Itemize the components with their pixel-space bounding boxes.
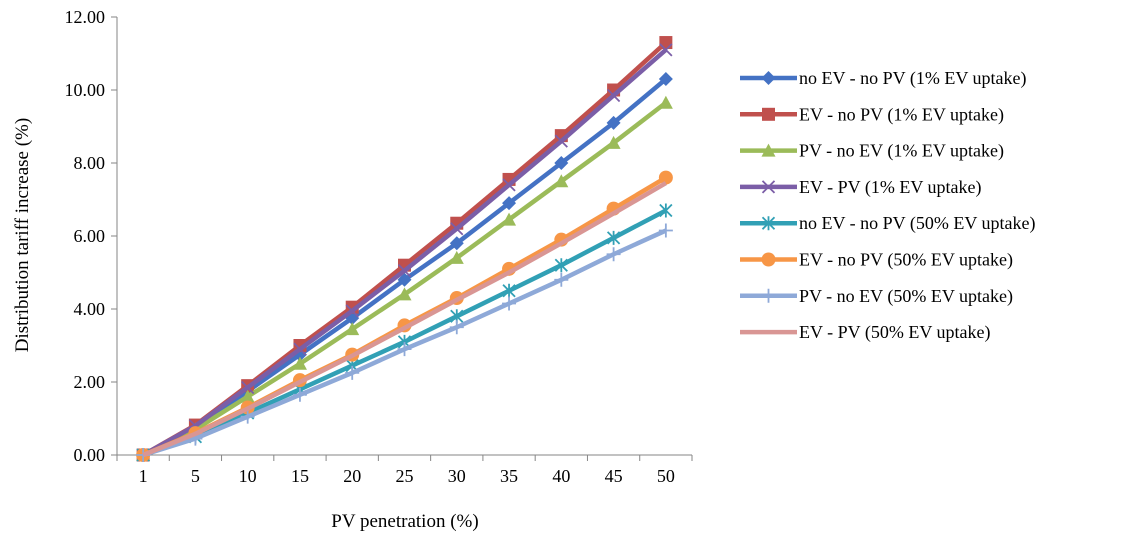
- x-tick-label: 40: [552, 466, 570, 486]
- data-point: [502, 212, 517, 226]
- legend-label: EV - no PV (1% EV uptake): [799, 104, 1004, 125]
- data-point: [658, 223, 673, 238]
- legend-item: PV - no EV (1% EV uptake): [740, 141, 1004, 162]
- data-point: [397, 264, 412, 278]
- data-point: [241, 380, 255, 395]
- y-tick-label: 6.00: [74, 226, 106, 246]
- data-point: [292, 356, 307, 370]
- x-axis-title: PV penetration (%): [331, 511, 478, 532]
- data-point: [658, 95, 673, 109]
- data-point: [606, 135, 621, 149]
- data-point: [658, 170, 673, 185]
- y-tick-label: 10.00: [65, 80, 106, 100]
- legend-swatch-marker: [761, 143, 776, 157]
- data-point: [659, 43, 673, 57]
- y-tick-label: 2.00: [74, 372, 106, 392]
- legend-swatch-marker: [761, 252, 776, 267]
- legend-item: no EV - no PV (50% EV uptake): [740, 213, 1035, 234]
- legend-swatch-marker: [761, 180, 776, 194]
- legend: no EV - no PV (1% EV uptake) EV - no PV (…: [740, 68, 1035, 343]
- x-tick-label: 50: [657, 466, 675, 486]
- x-tick-label: 35: [500, 466, 518, 486]
- legend-swatch-marker: [761, 71, 776, 85]
- data-point: [345, 304, 359, 318]
- data-point: [658, 72, 673, 87]
- data-point: [659, 203, 673, 218]
- x-tick-label: 30: [448, 466, 466, 486]
- plot-axes: [116, 17, 692, 456]
- legend-swatch-marker: [761, 288, 776, 303]
- data-point: [606, 115, 621, 130]
- data-point: [606, 247, 621, 262]
- data-point: [397, 272, 412, 287]
- data-point: [502, 178, 516, 192]
- legend-label: EV - PV (1% EV uptake): [799, 177, 981, 198]
- series-layer: [136, 36, 673, 462]
- data-point: [554, 258, 568, 273]
- data-point: [502, 296, 517, 311]
- legend-item: EV - no PV (50% EV uptake): [740, 250, 1013, 271]
- series-line: [142, 40, 668, 457]
- data-point: [345, 322, 360, 336]
- data-point: [450, 222, 464, 236]
- data-point: [449, 236, 464, 251]
- legend-swatch-marker: [762, 107, 775, 121]
- legend-item: EV - no PV (1% EV uptake): [740, 104, 1004, 125]
- x-axis-ticks: 1 5 10 15 20 25 30 35 40 45 50: [116, 455, 693, 486]
- data-point: [292, 387, 307, 402]
- x-tick-label: 10: [239, 466, 257, 486]
- data-point: [554, 174, 569, 188]
- x-tick-label: 15: [291, 466, 309, 486]
- data-point: [240, 389, 255, 403]
- data-point: [449, 250, 464, 264]
- data-point: [502, 283, 516, 298]
- y-tick-label: 0.00: [74, 445, 106, 465]
- y-tick-label: 8.00: [74, 153, 106, 173]
- series-8: [142, 181, 667, 458]
- data-point: [397, 342, 412, 357]
- legend-label: no EV - no PV (50% EV uptake): [799, 213, 1035, 234]
- y-axis-ticks: 0.00 2.00 4.00 6.00 8.00 10.00 12.00: [65, 7, 117, 465]
- data-point: [293, 342, 307, 356]
- data-point: [397, 287, 412, 301]
- y-axis-title: Distribution tariff increase (%): [12, 118, 33, 352]
- data-point: [606, 88, 621, 103]
- data-point: [606, 230, 621, 245]
- y-tick-label: 4.00: [74, 299, 106, 319]
- data-point: [345, 365, 360, 380]
- legend-item: EV - PV (50% EV uptake): [740, 322, 990, 343]
- legend-label: EV - PV (50% EV uptake): [799, 322, 990, 343]
- legend-label: EV - no PV (50% EV uptake): [799, 250, 1013, 271]
- data-point: [554, 134, 568, 148]
- legend-swatch-marker: [761, 216, 776, 231]
- data-point: [240, 409, 255, 424]
- legend-item: EV - PV (1% EV uptake): [740, 177, 981, 198]
- legend-label: no EV - no PV (1% EV uptake): [799, 68, 1026, 89]
- x-tick-label: 20: [343, 466, 361, 486]
- legend-item: PV - no EV (50% EV uptake): [740, 286, 1013, 307]
- legend-label: PV - no EV (50% EV uptake): [799, 286, 1013, 307]
- data-point: [659, 36, 673, 50]
- x-tick-label: 1: [139, 466, 148, 486]
- legend-item: no EV - no PV (1% EV uptake): [740, 68, 1026, 89]
- data-point: [502, 196, 517, 211]
- series-line: [142, 181, 667, 458]
- data-point: [554, 156, 569, 170]
- data-point: [449, 320, 464, 335]
- x-tick-label: 25: [396, 466, 414, 486]
- legend-label: PV - no EV (1% EV uptake): [799, 141, 1004, 162]
- y-tick-label: 12.00: [65, 7, 106, 27]
- x-tick-label: 45: [605, 466, 623, 486]
- data-point: [554, 272, 569, 287]
- x-tick-label: 5: [191, 466, 200, 486]
